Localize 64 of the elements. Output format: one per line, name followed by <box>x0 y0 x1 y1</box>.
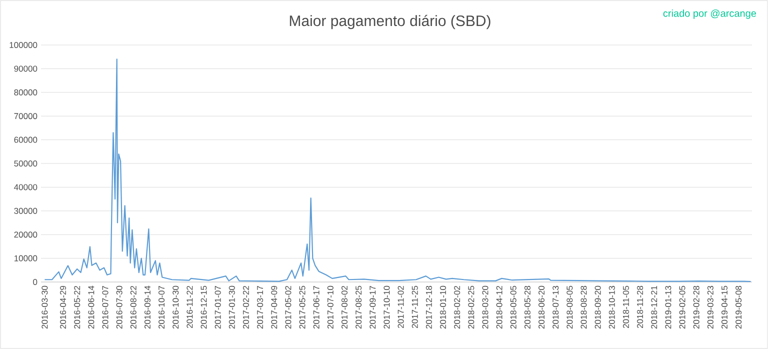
line-series <box>44 58 752 282</box>
x-tick-label: 2019-01-13 <box>665 286 672 329</box>
y-tick-label: 90000 <box>14 66 38 72</box>
x-tick-label: 2017-01-30 <box>228 286 235 329</box>
x-tick-label: 2017-12-18 <box>426 286 432 329</box>
x-tick-label: 2017-01-07 <box>214 286 221 329</box>
x-tick-label: 2018-10-13 <box>608 286 615 329</box>
x-tick-label: 2016-08-22 <box>130 286 136 329</box>
x-tick-label: 2017-03-17 <box>257 286 264 329</box>
y-tick-label: 10000 <box>14 255 38 262</box>
y-tick-label: 0 <box>33 279 38 286</box>
x-tick-label: 2017-08-02 <box>341 286 348 329</box>
x-tick-label: 2019-02-28 <box>693 286 700 329</box>
y-tick-label: 40000 <box>14 184 38 190</box>
x-tick-label: 2018-11-05 <box>622 286 629 328</box>
x-tick-label: 2017-10-10 <box>384 286 390 329</box>
x-tick-label: 2017-07-10 <box>327 286 334 329</box>
x-tick-label: 2017-02-22 <box>242 286 249 329</box>
x-tick-label: 2016-04-29 <box>60 286 66 329</box>
x-tick-label: 2018-11-28 <box>637 286 644 328</box>
x-tick-label: 2016-11-22 <box>186 286 193 328</box>
x-tick-label: 2016-07-30 <box>116 286 122 329</box>
x-tick-label: 2018-08-05 <box>566 286 573 329</box>
x-tick-label: 2019-02-05 <box>679 286 686 329</box>
x-tick-label: 2017-11-25 <box>412 286 418 328</box>
x-tick-label: 2018-02-02 <box>454 286 460 329</box>
text: criado por @arcange <box>663 10 756 19</box>
x-tick-label: 2016-06-14 <box>88 286 94 329</box>
x-tick-label: 2016-10-07 <box>158 286 165 329</box>
x-tick-label: 2018-01-10 <box>440 286 446 329</box>
x-tick-label: 2017-05-25 <box>299 286 306 329</box>
y-tick-label: 60000 <box>14 136 38 143</box>
x-tick-label: 2019-05-08 <box>736 286 742 329</box>
x-tick-label: 2018-09-20 <box>594 286 601 329</box>
x-tick-label: 2016-10-30 <box>172 286 179 329</box>
x-tick-label: 2016-09-14 <box>144 286 150 329</box>
y-tick-label: 70000 <box>14 113 38 120</box>
x-tick-label: 2017-05-02 <box>285 286 292 329</box>
x-tick-label: 2018-05-28 <box>524 286 530 329</box>
x-tick-label: 2016-03-30 <box>42 286 48 329</box>
x-tick-label: 2016-07-07 <box>102 286 108 329</box>
x-tick-label: 2018-12-21 <box>651 286 658 329</box>
y-tick-label: 20000 <box>14 232 38 238</box>
x-tick-label: 2017-11-02 <box>398 286 404 328</box>
x-tick-label: 2019-03-23 <box>707 286 714 329</box>
x-tick-label: 2018-04-12 <box>496 286 502 329</box>
x-tick-label: 2018-02-25 <box>468 286 474 329</box>
chart-title: Maior pagamento diário (SBD) <box>290 14 490 30</box>
x-tick-label: 2016-05-22 <box>74 286 80 329</box>
y-tick-label: 30000 <box>14 208 38 214</box>
x-tick-label: 2019-04-15 <box>721 286 728 329</box>
y-tick-label: 50000 <box>14 160 38 167</box>
x-tick-label: 2018-06-20 <box>538 286 545 329</box>
y-tick-label: 100000 <box>10 42 38 48</box>
y-tick-label: 80000 <box>14 89 38 96</box>
x-tick-label: 2017-08-25 <box>356 286 362 329</box>
x-tick-label: 2018-03-20 <box>482 286 488 329</box>
x-tick-label: 2018-05-05 <box>510 286 516 329</box>
x-tick-label: 2018-07-13 <box>552 286 559 329</box>
x-tick-label: 2016-12-15 <box>200 286 207 329</box>
x-tick-label: 2017-04-09 <box>271 286 278 329</box>
x-tick-label: 2017-06-17 <box>313 286 320 329</box>
x-tick-label: 2017-09-17 <box>370 286 376 329</box>
x-tick-label: 2018-08-28 <box>580 286 587 329</box>
